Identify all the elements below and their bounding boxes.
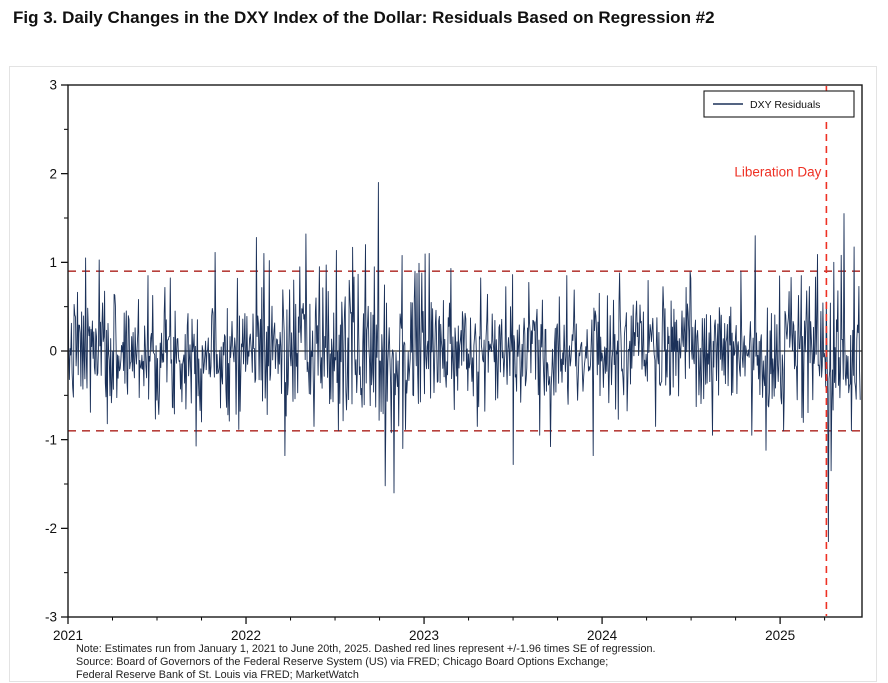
x-tick-label: 2023 xyxy=(409,628,439,643)
y-tick-label: 3 xyxy=(49,78,57,93)
y-tick-label: 2 xyxy=(49,166,57,181)
series-line xyxy=(67,182,861,543)
x-tick-label: 2024 xyxy=(587,628,618,643)
note-line: Federal Reserve Bank of St. Louis via FR… xyxy=(76,668,359,681)
figure-title: Fig 3. Daily Changes in the DXY Index of… xyxy=(13,8,715,27)
y-tick-label: -2 xyxy=(45,521,57,536)
note-line: Source: Board of Governors of the Federa… xyxy=(76,655,609,668)
y-tick-label: 0 xyxy=(49,344,57,359)
plot-border xyxy=(67,84,863,618)
note-line: Note: Estimates run from January 1, 2021… xyxy=(76,643,656,655)
y-tick-label: -3 xyxy=(45,610,57,625)
legend-label: DXY Residuals xyxy=(750,99,820,111)
residuals-chart: 3 2 1 0 -1 -2 -3 2021 2022 2023 2024 2025 DXY Resid… xyxy=(45,78,863,643)
y-tick-label: -1 xyxy=(45,432,57,447)
legend: DXY Residuals xyxy=(703,90,855,118)
x-tick-label: 2021 xyxy=(53,628,83,643)
x-tick-label: 2022 xyxy=(231,628,261,643)
chart-notes: Note: Estimates run from January 1, 2021… xyxy=(10,643,876,681)
chart-layers: 3 2 1 0 -1 -2 -3 2021 2022 2023 2024 2025 xyxy=(45,78,863,643)
event-label: Liberation Day xyxy=(734,164,821,179)
x-tick-label: 2025 xyxy=(765,628,795,643)
y-tick-label: 1 xyxy=(49,255,57,270)
figure-frame: 3 2 1 0 -1 -2 -3 2021 2022 2023 2024 2025 DXY Resid… xyxy=(9,66,877,682)
